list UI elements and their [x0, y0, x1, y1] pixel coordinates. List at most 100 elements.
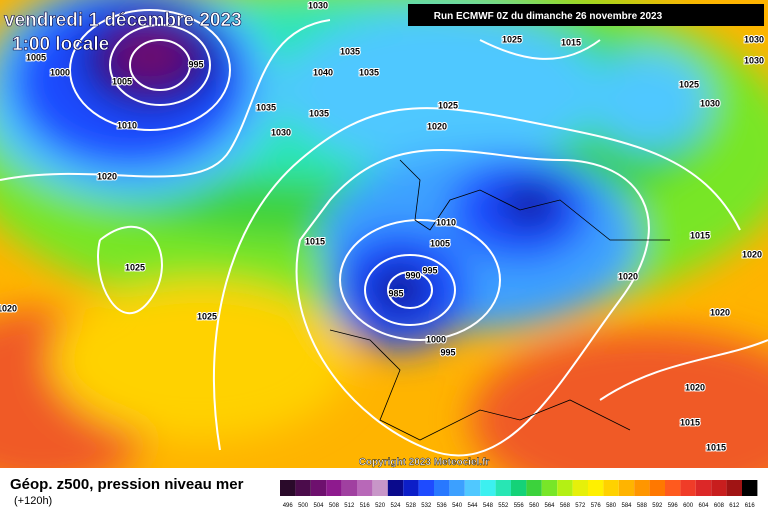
colorbar-label: 512: [344, 503, 355, 509]
colorbar-swatch: [341, 480, 357, 496]
isobar-label: 1020: [710, 307, 730, 317]
isobar-label: 1010: [436, 217, 456, 227]
colorbar-label: 612: [729, 503, 740, 509]
isobar-label: 1000: [426, 334, 446, 344]
colorbar-label: 604: [698, 503, 709, 509]
isobar-label: 1020: [427, 121, 447, 131]
isobar-label: 995: [440, 347, 455, 357]
colorbar-label: 552: [498, 503, 509, 509]
isobar-label: 1025: [438, 100, 458, 110]
colorbar-swatch: [618, 480, 635, 496]
colorbar-label: 516: [360, 503, 371, 509]
colorbar-swatch: [634, 480, 650, 496]
isobar-label: 990: [405, 270, 420, 280]
colorbar-swatch: [511, 480, 527, 496]
isobar-label: 1000: [50, 67, 70, 77]
colorbar-label: 584: [621, 503, 632, 509]
isobar-label: 1025: [125, 262, 145, 272]
colorbar-swatch: [695, 480, 712, 496]
colorbar-swatch: [541, 480, 558, 496]
colorbar-label: 564: [544, 503, 555, 509]
isobar-label: 1025: [502, 34, 522, 44]
colorbar-swatch: [326, 480, 342, 496]
colorbar-label: 616: [745, 503, 756, 509]
isobar-label: 1020: [742, 249, 762, 259]
colorbar-swatch: [665, 480, 681, 496]
isobar-label: 1010: [117, 120, 137, 130]
date: vendredi 1 décembre 2023: [4, 10, 242, 31]
isobar-label: 1030: [744, 34, 764, 44]
colorbar-swatch: [280, 480, 296, 496]
colorbar-label: 532: [421, 503, 432, 509]
colorbar-label: 600: [683, 503, 694, 509]
run: Run ECMWF 0Z du dimanche 26 novembre 202…: [434, 11, 663, 22]
isobar-label: 1030: [271, 127, 291, 137]
colorbar-swatch: [649, 480, 665, 496]
isobar-label: 1020: [685, 382, 705, 392]
isobar-label: 1005: [112, 76, 132, 86]
isobar-label: 1025: [197, 311, 217, 321]
colorbar: 496 500 504 508 512 516 520 524 528 532 536 540 544 5…: [280, 480, 758, 509]
colorbar-label: 500: [298, 503, 309, 509]
colorbar-label: 592: [652, 503, 663, 509]
colorbar-label: 520: [375, 503, 386, 509]
colorbar-swatch: [480, 480, 496, 496]
colorbar-swatch: [387, 480, 404, 496]
colorbar-swatch: [357, 480, 373, 496]
isobar-label: 1035: [309, 108, 329, 118]
colorbar-label: 560: [529, 503, 540, 509]
isobar-label: 1005: [26, 52, 46, 62]
isobar-label: 995: [188, 59, 203, 69]
isobar-label: 985: [388, 288, 403, 298]
colorbar-label: 568: [560, 503, 571, 509]
colorbar-label: 548: [483, 503, 494, 509]
colorbar-label: 608: [714, 503, 725, 509]
colorbar-swatch: [603, 480, 619, 496]
isobar-label: 1030: [308, 0, 328, 10]
isobar-label: 1020: [0, 303, 17, 313]
isobar-label: 1025: [679, 79, 699, 89]
isobar-label: 1015: [680, 417, 700, 427]
colorbar-label: 496: [283, 503, 294, 509]
colorbar-label: 528: [406, 503, 417, 509]
colorbar-label: 556: [514, 503, 525, 509]
colorbar-swatch: [418, 480, 434, 496]
isobar-label: 1035: [256, 102, 276, 112]
colorbar-label: 524: [390, 503, 401, 509]
colorbar-label: 572: [575, 503, 586, 509]
colorbar-label: 544: [467, 503, 478, 509]
isobar-label: 1030: [700, 98, 720, 108]
isobar-label: 1020: [618, 271, 638, 281]
lead: (+120h): [14, 495, 52, 507]
colorbar-label: 540: [452, 503, 463, 509]
isobar-label: 1015: [690, 230, 710, 240]
colorbar-swatch: [295, 480, 311, 496]
time: 1:00 locale: [12, 34, 109, 55]
isobar-label: 1015: [561, 37, 581, 47]
isobar-label: 1005: [430, 238, 450, 248]
colorbar-swatch: [434, 480, 450, 496]
colorbar-swatch: [449, 480, 465, 496]
isobar-label: 1035: [359, 67, 379, 77]
colorbar-swatch: [310, 480, 327, 496]
colorbar-swatch: [495, 480, 511, 496]
isobar-label: 1040: [313, 67, 333, 77]
colorbar-swatch: [372, 480, 388, 496]
isobars: [0, 9, 768, 457]
colorbar-label: 588: [637, 503, 648, 509]
isobar-labels: 1030 1005 1000 1005 995 1010 1035 1040 1035 1035 1…: [0, 0, 765, 453]
run-box: [408, 4, 764, 26]
colorbar-swatch: [572, 480, 588, 496]
colorbar-swatch: [680, 480, 696, 496]
colorbar-label: 508: [329, 503, 340, 509]
colorbar-label: 596: [668, 503, 679, 509]
footer-title: Géop. z500, pression niveau mer: [10, 476, 244, 493]
copyright: Copyright 2023 Meteociel.fr: [359, 457, 490, 468]
colorbar-label: 504: [313, 503, 324, 509]
colorbar-swatch: [742, 480, 758, 496]
colorbar-swatch: [526, 480, 542, 496]
colorbar-swatch: [588, 480, 604, 496]
